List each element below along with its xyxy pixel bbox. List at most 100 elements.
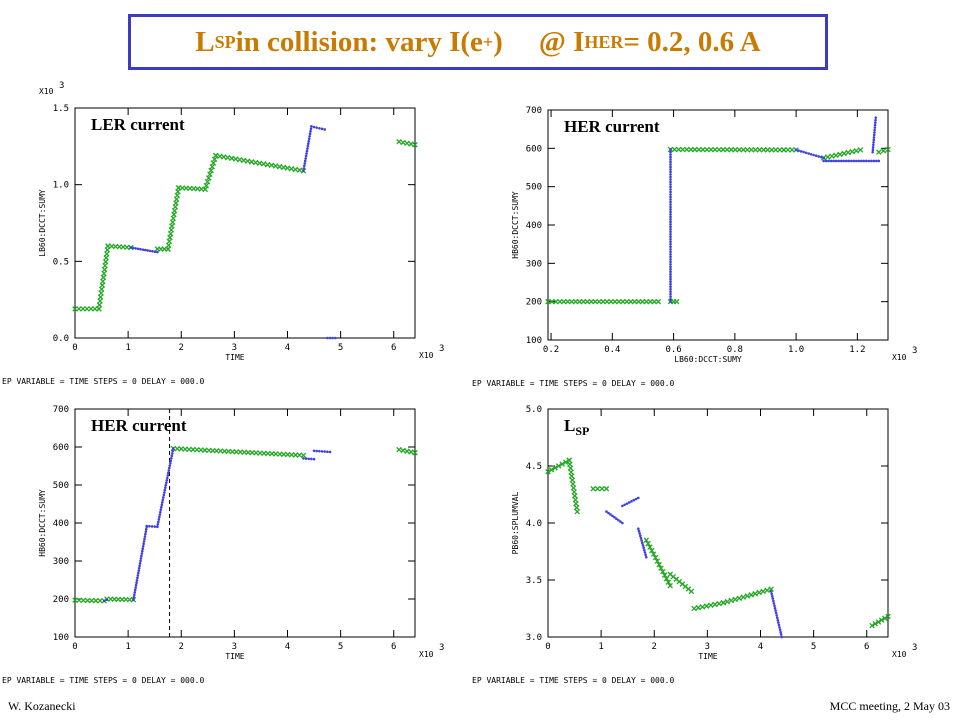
data-point bbox=[302, 457, 305, 460]
y-tick-label: 400 bbox=[53, 519, 69, 529]
data-point bbox=[300, 452, 307, 459]
data-point bbox=[720, 146, 726, 153]
chart-her-current-vs-ler: 0.2 0.4 0.6 0.8 1.0 1.2 100 200 300 400 500 600 700 L… bbox=[472, 106, 917, 388]
data-point bbox=[236, 156, 243, 163]
data-point bbox=[712, 601, 718, 608]
data-point bbox=[134, 583, 138, 587]
x-tick-label: 1 bbox=[125, 343, 130, 353]
data-point bbox=[669, 265, 672, 269]
data-point bbox=[822, 156, 825, 160]
data-point bbox=[822, 159, 825, 163]
data-point bbox=[776, 618, 780, 622]
data-point bbox=[164, 483, 168, 487]
data-point bbox=[574, 508, 580, 515]
data-point bbox=[669, 267, 672, 271]
data-point bbox=[669, 180, 672, 184]
data-point bbox=[303, 159, 307, 163]
data-segment bbox=[213, 152, 307, 174]
data-point bbox=[307, 137, 311, 141]
plot-frame bbox=[74, 408, 416, 638]
chart-lsp: 0 1 2 3 4 5 6 3.0 3.5 4.0 4.5 5.0 TIME PB60:SPLUMVAL X… bbox=[472, 405, 917, 685]
data-point bbox=[160, 505, 163, 509]
data-point bbox=[671, 146, 678, 153]
data-point bbox=[669, 153, 672, 156]
data-point bbox=[153, 525, 156, 528]
chart-her-current-time: 0 1 2 3 4 5 6 100 200 300 400 500 600 700 TIME HB60:DCC… bbox=[2, 405, 444, 685]
data-point bbox=[161, 501, 164, 504]
data-point bbox=[404, 448, 410, 454]
x-tick-label: 6 bbox=[391, 642, 396, 652]
data-point bbox=[166, 474, 170, 477]
data-point bbox=[669, 198, 672, 201]
data-point bbox=[849, 148, 856, 155]
data-point bbox=[839, 159, 843, 163]
y-tick-label: 3.5 bbox=[526, 576, 542, 586]
x-multiplier: X10 bbox=[892, 353, 907, 362]
data-point bbox=[396, 446, 402, 453]
data-point bbox=[669, 175, 672, 179]
data-segment bbox=[96, 243, 111, 312]
data-point bbox=[644, 553, 647, 557]
data-point bbox=[139, 559, 142, 563]
data-point bbox=[640, 539, 643, 542]
data-point bbox=[159, 510, 162, 514]
data-point bbox=[824, 159, 828, 163]
data-point bbox=[760, 147, 767, 153]
data-point bbox=[136, 574, 140, 577]
x-multiplier-exp: 3 bbox=[912, 643, 917, 653]
data-point bbox=[158, 515, 161, 519]
x-tick-label: 5 bbox=[338, 343, 343, 353]
data-point bbox=[134, 247, 137, 250]
data-point bbox=[864, 159, 868, 163]
data-point bbox=[613, 516, 616, 519]
data-point bbox=[645, 540, 651, 547]
data-point bbox=[165, 481, 168, 485]
data-point bbox=[220, 154, 227, 160]
data-point bbox=[138, 564, 141, 568]
data-point bbox=[669, 163, 672, 166]
data-point bbox=[276, 163, 283, 170]
data-point bbox=[872, 143, 875, 147]
data-segment bbox=[667, 146, 787, 153]
data-point bbox=[623, 503, 626, 507]
y-tick-label: 700 bbox=[53, 405, 69, 415]
data-point bbox=[133, 588, 137, 592]
data-point bbox=[562, 459, 569, 465]
data-point bbox=[669, 228, 672, 231]
data-segment bbox=[605, 510, 624, 525]
data-point bbox=[857, 159, 861, 163]
data-point bbox=[669, 183, 672, 186]
data-point bbox=[611, 514, 614, 518]
data-point bbox=[872, 136, 876, 139]
data-point bbox=[669, 225, 672, 229]
data-point bbox=[871, 148, 875, 152]
data-point bbox=[716, 146, 722, 153]
data-point bbox=[854, 159, 858, 163]
data-point bbox=[169, 457, 173, 460]
data-point bbox=[809, 152, 813, 156]
data-point bbox=[699, 604, 706, 610]
data-point bbox=[202, 186, 208, 193]
data-point bbox=[143, 537, 146, 541]
data-point bbox=[144, 527, 148, 531]
x-tick-label: 0 bbox=[545, 642, 550, 652]
data-point bbox=[773, 147, 779, 153]
data-point bbox=[669, 188, 672, 191]
data-point bbox=[609, 513, 612, 516]
data-segment bbox=[310, 125, 326, 131]
data-point bbox=[306, 144, 310, 148]
data-point bbox=[135, 579, 139, 582]
data-point bbox=[304, 154, 308, 158]
data-point bbox=[748, 592, 754, 598]
data-point bbox=[688, 588, 695, 595]
ep-variable-text: EP VARIABLE = TIME STEPS = 0 DELAY = 000… bbox=[2, 676, 204, 685]
data-point bbox=[590, 486, 596, 492]
slide-title: L SP in collision: vary I(e +) @ I HER = 0.2… bbox=[128, 14, 828, 70]
data-point bbox=[133, 591, 137, 594]
data-point bbox=[129, 246, 133, 249]
x-multiplier: X10 bbox=[419, 650, 434, 659]
data-point bbox=[760, 588, 766, 595]
data-point bbox=[807, 152, 810, 155]
data-segment bbox=[396, 446, 418, 456]
data-point bbox=[167, 466, 171, 470]
